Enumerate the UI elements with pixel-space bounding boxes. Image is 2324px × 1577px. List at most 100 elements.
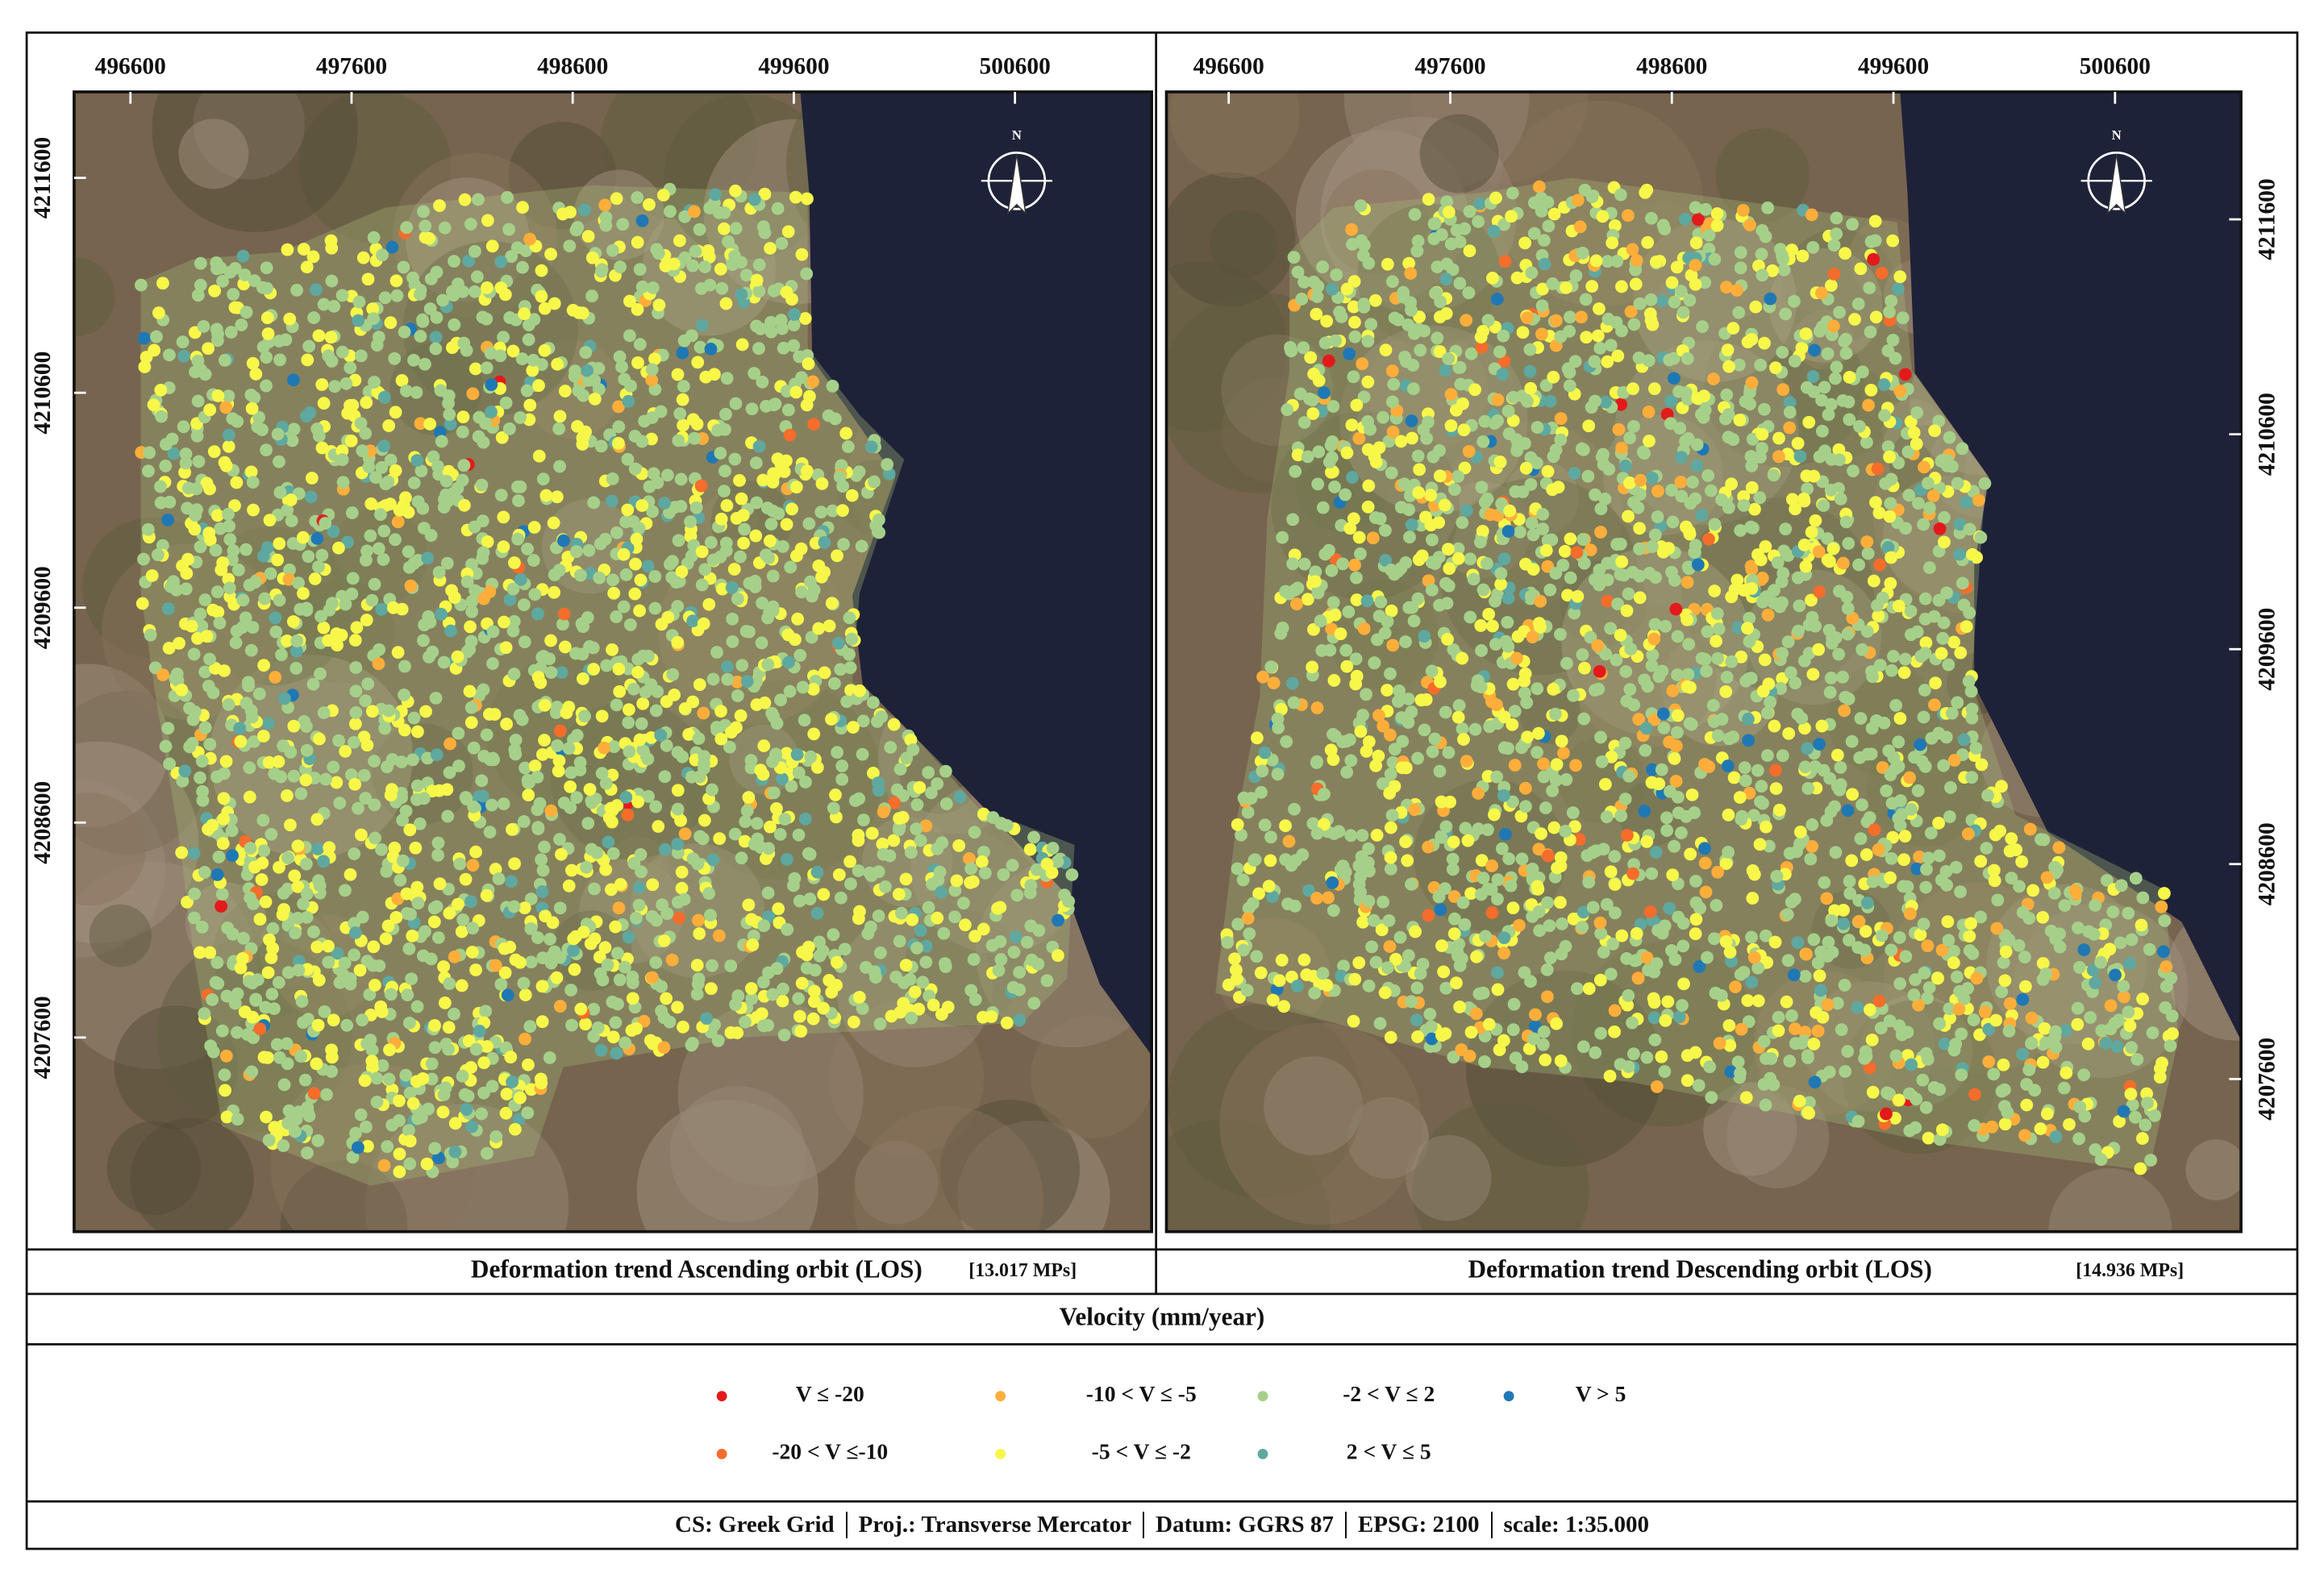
ps-point <box>1631 972 1645 985</box>
ps-point <box>977 845 990 859</box>
ps-point <box>494 977 508 991</box>
ps-point <box>1813 585 1826 598</box>
ps-point <box>1982 1022 1996 1036</box>
ps-point <box>864 440 878 454</box>
ps-point <box>1598 493 1612 506</box>
ps-point <box>1350 398 1364 412</box>
ps-point <box>1918 966 1931 980</box>
ps-point <box>847 721 860 734</box>
ps-point <box>410 725 424 739</box>
ps-point <box>658 497 671 510</box>
ps-point <box>621 452 635 466</box>
ps-point <box>455 979 469 992</box>
ps-point <box>1893 930 1906 944</box>
terrain-patch <box>1169 91 1300 179</box>
ps-point <box>791 612 805 626</box>
ps-point <box>504 1051 518 1064</box>
ps-point <box>968 826 981 839</box>
ps-point <box>402 1124 415 1138</box>
ps-point <box>1678 212 1692 226</box>
ps-point <box>333 976 347 989</box>
ps-point <box>219 353 231 367</box>
ps-point <box>1702 228 1716 242</box>
ps-point <box>1453 1001 1467 1013</box>
ps-point <box>260 1110 273 1124</box>
ps-point <box>1558 544 1572 558</box>
ps-point <box>1699 885 1713 899</box>
ps-point <box>188 911 201 925</box>
ps-point <box>1458 461 1472 475</box>
ps-point <box>745 992 759 1005</box>
ps-point <box>1547 821 1561 834</box>
ps-point <box>1689 875 1702 888</box>
ps-point <box>1589 1046 1602 1059</box>
ps-point <box>686 413 700 426</box>
ps-point <box>308 572 322 585</box>
ps-point <box>1266 993 1280 1007</box>
ps-point <box>1626 1016 1639 1030</box>
ps-point <box>1697 410 1710 424</box>
ps-point <box>1933 1133 1947 1146</box>
terrain-patch <box>1343 91 1530 192</box>
ps-point <box>977 1010 989 1024</box>
ps-point <box>1638 447 1651 460</box>
ps-point <box>1868 214 1882 228</box>
ps-point <box>1734 524 1747 537</box>
ps-point <box>723 740 736 754</box>
ps-point <box>766 569 780 583</box>
ps-point <box>442 464 456 478</box>
ps-point <box>750 675 764 689</box>
ps-point <box>198 368 212 381</box>
ps-point <box>1287 696 1301 709</box>
ps-point <box>377 524 391 538</box>
ps-point <box>674 472 688 486</box>
ps-point <box>1547 207 1561 221</box>
ps-point <box>469 244 481 258</box>
ps-point <box>1965 702 1979 716</box>
ps-point <box>443 766 456 780</box>
ps-point <box>356 910 369 924</box>
ps-point <box>699 370 713 384</box>
ps-point <box>330 776 344 789</box>
ps-point <box>485 239 499 253</box>
ps-point <box>1854 262 1868 276</box>
ps-point <box>1806 370 1820 383</box>
ps-point <box>508 857 521 871</box>
ps-point <box>1792 624 1805 638</box>
ps-point <box>686 614 700 628</box>
ps-point <box>744 982 758 995</box>
ps-point <box>501 191 514 204</box>
ps-point <box>758 187 772 201</box>
ps-point <box>1542 219 1556 233</box>
ps-point <box>489 863 502 876</box>
ps-point <box>190 429 204 443</box>
ps-point <box>1791 436 1805 450</box>
ps-point <box>671 802 685 816</box>
ps-point <box>2023 822 2037 836</box>
ps-point <box>209 976 223 989</box>
ps-point <box>503 593 517 606</box>
ps-point <box>853 905 866 918</box>
ps-point <box>443 408 456 421</box>
ps-point <box>1439 705 1452 719</box>
ps-point <box>1731 1055 1745 1069</box>
ps-point <box>1622 1060 1635 1073</box>
ps-point <box>460 575 474 589</box>
ps-point <box>1942 934 1955 947</box>
ps-point <box>1376 777 1389 790</box>
ps-point <box>519 988 532 1001</box>
ps-point <box>191 289 205 302</box>
ps-point <box>481 214 494 227</box>
ps-point <box>808 984 821 998</box>
ps-point <box>322 939 335 953</box>
ps-point <box>257 1051 271 1064</box>
ps-point <box>643 198 656 211</box>
ps-point <box>147 398 160 412</box>
ps-point <box>257 844 271 858</box>
ps-point <box>714 262 727 276</box>
ps-point <box>152 306 165 319</box>
ps-point <box>1597 946 1610 959</box>
ps-point <box>1623 683 1637 696</box>
ps-point <box>1593 916 1607 930</box>
ps-point <box>1360 594 1374 608</box>
